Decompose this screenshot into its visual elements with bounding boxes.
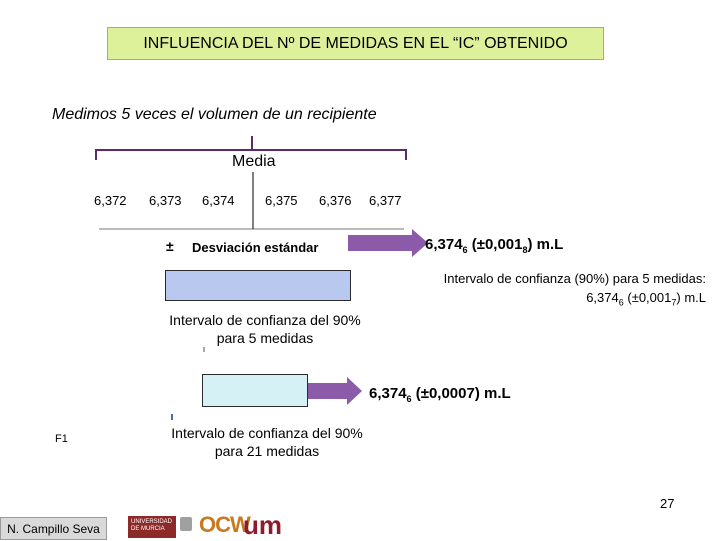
ocw-logo-text: OC (199, 512, 231, 537)
result-sd: 6,3746 (±0,0018) m.L (425, 236, 563, 255)
um-logo: um (243, 510, 282, 540)
caption-5-line1: Intervalo de confianza del 90% (169, 312, 361, 328)
desviacion-label: Desviación estándar (192, 240, 319, 255)
ic-90-block: Intervalo de confianza (90%) para 5 medi… (360, 269, 706, 313)
page-title: INFLUENCIA DEL Nº DE MEDIDAS EN EL “IC” … (143, 34, 568, 52)
caption-5-line2: para 5 medidas (216, 330, 314, 346)
author-label: N. Campillo Seva (0, 517, 107, 540)
tick-label: 6,374 (202, 193, 235, 208)
caption-21: Intervalo de confianza del 90% para 21 m… (152, 424, 382, 460)
shield-logo-icon (180, 517, 192, 531)
ocw-logo: OCW (199, 512, 251, 538)
media-label: Media (232, 153, 276, 170)
result-21-value: 6,374 (369, 385, 407, 402)
tick-label: 6,372 (94, 193, 127, 208)
title-box: INFLUENCIA DEL Nº DE MEDIDAS EN EL “IC” … (107, 27, 604, 60)
ic-90-value-close: ) m.L (676, 290, 706, 305)
tick-label: 6,377 (369, 193, 402, 208)
ic-90-value: 6,3746 (±0,0017) m.L (360, 288, 706, 313)
plus-minus-symbol: ± (166, 238, 174, 254)
result-21-sub: 6 (406, 394, 412, 404)
caption-21-line1: Intervalo de confianza del 90% (171, 425, 363, 441)
arrow-sd (348, 229, 428, 257)
interval-box-5 (165, 270, 351, 301)
ic-90-value-main: 6,374 (586, 290, 619, 305)
interval-box-21 (202, 374, 308, 407)
university-logo-text: UNIVERSIDAD DE MURCIA (131, 519, 173, 532)
result-sd-pm: (±0,001 (467, 236, 523, 253)
tick-label: 6,376 (319, 193, 352, 208)
author-name: N. Campillo Seva (7, 521, 100, 536)
ocw-logo-accent: W (230, 512, 251, 537)
result-21: 6,3746 (±0,0007) m.L (369, 385, 511, 404)
university-logo: UNIVERSIDAD DE MURCIA (128, 516, 176, 538)
media-bracket (95, 136, 407, 160)
result-sd-sub: 6 (462, 245, 468, 255)
ic-90-value-pm-sub: 7 (671, 297, 677, 308)
result-21-rest: (±0,0007) m.L (411, 385, 511, 402)
result-sd-value: 6,374 (425, 236, 463, 253)
page-number: 27 (660, 496, 675, 511)
subtitle: Medimos 5 veces el volumen de un recipie… (52, 106, 377, 123)
arrow-21 (306, 377, 362, 405)
tick-label: 6,373 (149, 193, 182, 208)
result-sd-pm-sub: 8 (522, 245, 528, 255)
ic-90-value-pm: (±0,001 (623, 290, 672, 305)
ic-90-value-sub: 6 (618, 297, 624, 308)
tick-label: 6,375 (265, 193, 298, 208)
f1-label: F1 (55, 433, 68, 445)
ic-90-title: Intervalo de confianza (90%) para 5 medi… (443, 271, 706, 286)
result-sd-close: ) m.L (527, 236, 564, 253)
caption-5: Intervalo de confianza del 90% para 5 me… (150, 311, 380, 347)
caption-21-line2: para 21 medidas (214, 443, 320, 459)
